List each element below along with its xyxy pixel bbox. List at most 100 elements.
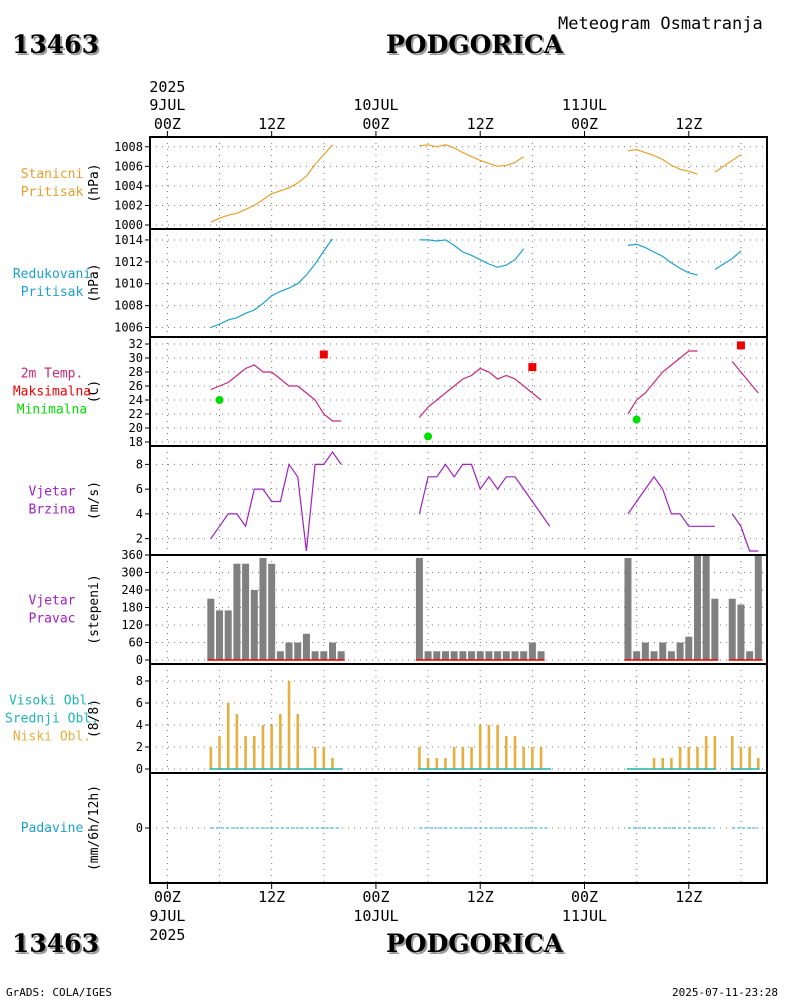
y-tick-label: 1008 bbox=[114, 299, 143, 313]
wind-direction-bar bbox=[702, 555, 710, 660]
wind-direction-bar bbox=[754, 555, 762, 660]
cloud-cover-bar bbox=[287, 681, 291, 769]
unit-label: (mm/6h/12h) bbox=[87, 785, 102, 871]
date-label-top: 10JUL bbox=[353, 96, 398, 114]
y-tick-label: 6 bbox=[136, 482, 143, 496]
station-id: 13463 bbox=[12, 30, 99, 59]
temperature-line bbox=[731, 361, 759, 394]
cloud-cover-bar bbox=[487, 725, 491, 769]
wind-direction-bar bbox=[268, 563, 276, 660]
wind-direction-bar bbox=[520, 651, 528, 660]
wind-direction-bar bbox=[441, 651, 449, 660]
temperature-line bbox=[418, 367, 542, 418]
min-temp-marker bbox=[632, 415, 641, 424]
max-temp-marker bbox=[528, 363, 537, 372]
y-tick-label: 1014 bbox=[114, 233, 143, 247]
cloud-cover-bar bbox=[296, 714, 300, 769]
wind-direction-bar bbox=[450, 651, 458, 660]
cloud-cover-bar bbox=[504, 736, 508, 769]
y-tick-label: 1000 bbox=[114, 218, 143, 232]
wind-direction-bar bbox=[693, 555, 701, 660]
wind-direction-bar bbox=[424, 651, 432, 660]
wind-direction-bar bbox=[737, 604, 745, 660]
wind-direction-bar bbox=[302, 633, 310, 660]
y-tick-label: 30 bbox=[129, 351, 143, 365]
wind-speed-line bbox=[627, 475, 715, 527]
wind-speed-line bbox=[418, 463, 551, 527]
max-temp-marker bbox=[736, 341, 745, 350]
panel-label: Pritisak bbox=[21, 185, 84, 200]
y-tick-label: 240 bbox=[121, 583, 143, 597]
time-label-bottom: 00Z bbox=[571, 888, 598, 906]
panel-label: Vjetar bbox=[29, 594, 76, 609]
temperature-line bbox=[627, 350, 698, 415]
panel-frame bbox=[149, 663, 768, 774]
panel-label: Visoki Obl. bbox=[9, 694, 95, 709]
time-label-bottom: 12Z bbox=[258, 888, 285, 906]
cloud-cover-bar bbox=[513, 736, 517, 769]
min-temp-marker bbox=[424, 432, 433, 441]
station-pressure-line bbox=[210, 144, 333, 223]
y-tick-label: 360 bbox=[121, 548, 143, 562]
cloud-cover-bar bbox=[670, 758, 673, 769]
wind-direction-bar bbox=[328, 642, 336, 660]
wind-direction-bar bbox=[311, 651, 319, 660]
wind-direction-bar bbox=[494, 651, 502, 660]
unit-label: (hPa) bbox=[87, 263, 102, 302]
wind-direction-bar bbox=[242, 563, 250, 660]
wind-direction-bar bbox=[224, 610, 232, 660]
wind-direction-bar bbox=[528, 642, 536, 660]
cloud-cover-bar bbox=[235, 714, 239, 769]
wind-direction-bar bbox=[259, 557, 267, 660]
date-label-bottom: 10JUL bbox=[353, 907, 398, 925]
wind-direction-bar bbox=[285, 642, 293, 660]
footer-credit: GrADS: COLA/IGES bbox=[6, 986, 112, 999]
wind-speed-line bbox=[731, 513, 759, 552]
cloud-cover-bar bbox=[757, 758, 760, 769]
wind-direction-bar bbox=[511, 651, 519, 660]
wind-direction-bar bbox=[676, 642, 684, 660]
cloud-cover-bar bbox=[522, 747, 525, 769]
wind-direction-bar bbox=[250, 590, 258, 660]
wind-direction-bar bbox=[537, 651, 545, 660]
y-tick-label: 180 bbox=[121, 601, 143, 615]
cloud-cover-bar bbox=[478, 725, 482, 769]
y-tick-label: 8 bbox=[136, 674, 143, 688]
wind-direction-bar bbox=[233, 563, 241, 660]
cloud-cover-bar bbox=[696, 747, 699, 769]
date-label-top: 9JUL bbox=[149, 96, 185, 114]
y-tick-label: 1006 bbox=[114, 321, 143, 335]
year-label-top: 2025 bbox=[149, 78, 185, 96]
cloud-cover-bar bbox=[426, 758, 430, 769]
y-tick-label: 2 bbox=[136, 532, 143, 546]
date-label-top: 11JUL bbox=[562, 96, 607, 114]
cloud-cover-bar bbox=[322, 747, 326, 769]
wind-direction-bar bbox=[337, 651, 345, 660]
panel-label: Pritisak bbox=[21, 285, 84, 300]
time-label-bottom: 12Z bbox=[675, 888, 702, 906]
cloud-cover-bar bbox=[270, 725, 273, 769]
panel-frame bbox=[149, 336, 768, 447]
y-tick-label: 22 bbox=[129, 407, 143, 421]
y-tick-label: 24 bbox=[129, 393, 143, 407]
panel-label: Redukovani bbox=[13, 267, 91, 282]
y-tick-label: 20 bbox=[129, 421, 143, 435]
y-tick-label: 0 bbox=[136, 653, 143, 667]
unit-label: (8/8) bbox=[87, 699, 102, 738]
min-temp-marker bbox=[215, 396, 224, 404]
wind-direction-bar bbox=[216, 610, 224, 660]
y-tick-label: 26 bbox=[129, 379, 143, 393]
cloud-cover-bar bbox=[444, 758, 447, 769]
unit-label: (m/s) bbox=[87, 481, 102, 520]
cloud-cover-bar bbox=[713, 736, 717, 769]
y-tick-label: 0 bbox=[136, 762, 143, 776]
wind-direction-bar bbox=[207, 598, 215, 660]
time-label-top: 00Z bbox=[362, 115, 389, 133]
date-label-bottom: 9JUL bbox=[149, 907, 185, 925]
wind-direction-bar bbox=[633, 651, 641, 660]
cloud-cover-bar bbox=[313, 747, 317, 769]
reduced-pressure-line bbox=[419, 239, 525, 268]
unit-label: (stepeni) bbox=[87, 574, 102, 644]
panel-label: Brzina bbox=[29, 503, 76, 518]
